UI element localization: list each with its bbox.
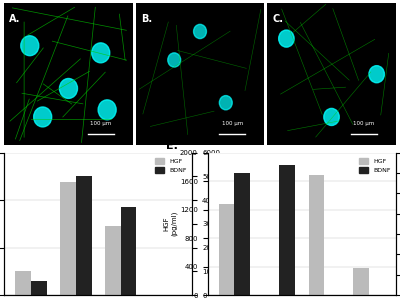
- Bar: [121, 207, 136, 295]
- Legend: HGF, BDNF: HGF, BDNF: [356, 156, 393, 176]
- Circle shape: [60, 78, 78, 98]
- Circle shape: [279, 30, 294, 47]
- Bar: [279, 165, 295, 295]
- Circle shape: [98, 100, 116, 120]
- Bar: [105, 226, 121, 295]
- Bar: [15, 271, 31, 295]
- Circle shape: [194, 24, 206, 39]
- Bar: [219, 204, 234, 295]
- Y-axis label: BDNF
(pg/ml): BDNF (pg/ml): [223, 211, 236, 237]
- Bar: [308, 175, 324, 295]
- Circle shape: [168, 53, 181, 67]
- Text: 100 μm: 100 μm: [353, 122, 374, 126]
- Text: A.: A.: [9, 14, 20, 24]
- Legend: HGF, BDNF: HGF, BDNF: [152, 156, 189, 176]
- Text: 100 μm: 100 μm: [222, 122, 243, 126]
- Circle shape: [219, 96, 232, 110]
- Y-axis label: HGF
(pg/ml): HGF (pg/ml): [164, 211, 177, 237]
- Bar: [76, 176, 92, 295]
- Text: B.: B.: [141, 14, 152, 24]
- Bar: [60, 182, 76, 295]
- Circle shape: [21, 36, 39, 56]
- Circle shape: [369, 66, 384, 83]
- Bar: [353, 268, 369, 295]
- Circle shape: [34, 107, 52, 127]
- Text: C.: C.: [272, 14, 283, 24]
- Circle shape: [92, 43, 110, 63]
- Bar: [31, 281, 47, 295]
- Bar: [234, 173, 250, 295]
- Circle shape: [324, 108, 339, 125]
- Text: E.: E.: [166, 141, 178, 151]
- Text: 100 μm: 100 μm: [90, 122, 111, 126]
